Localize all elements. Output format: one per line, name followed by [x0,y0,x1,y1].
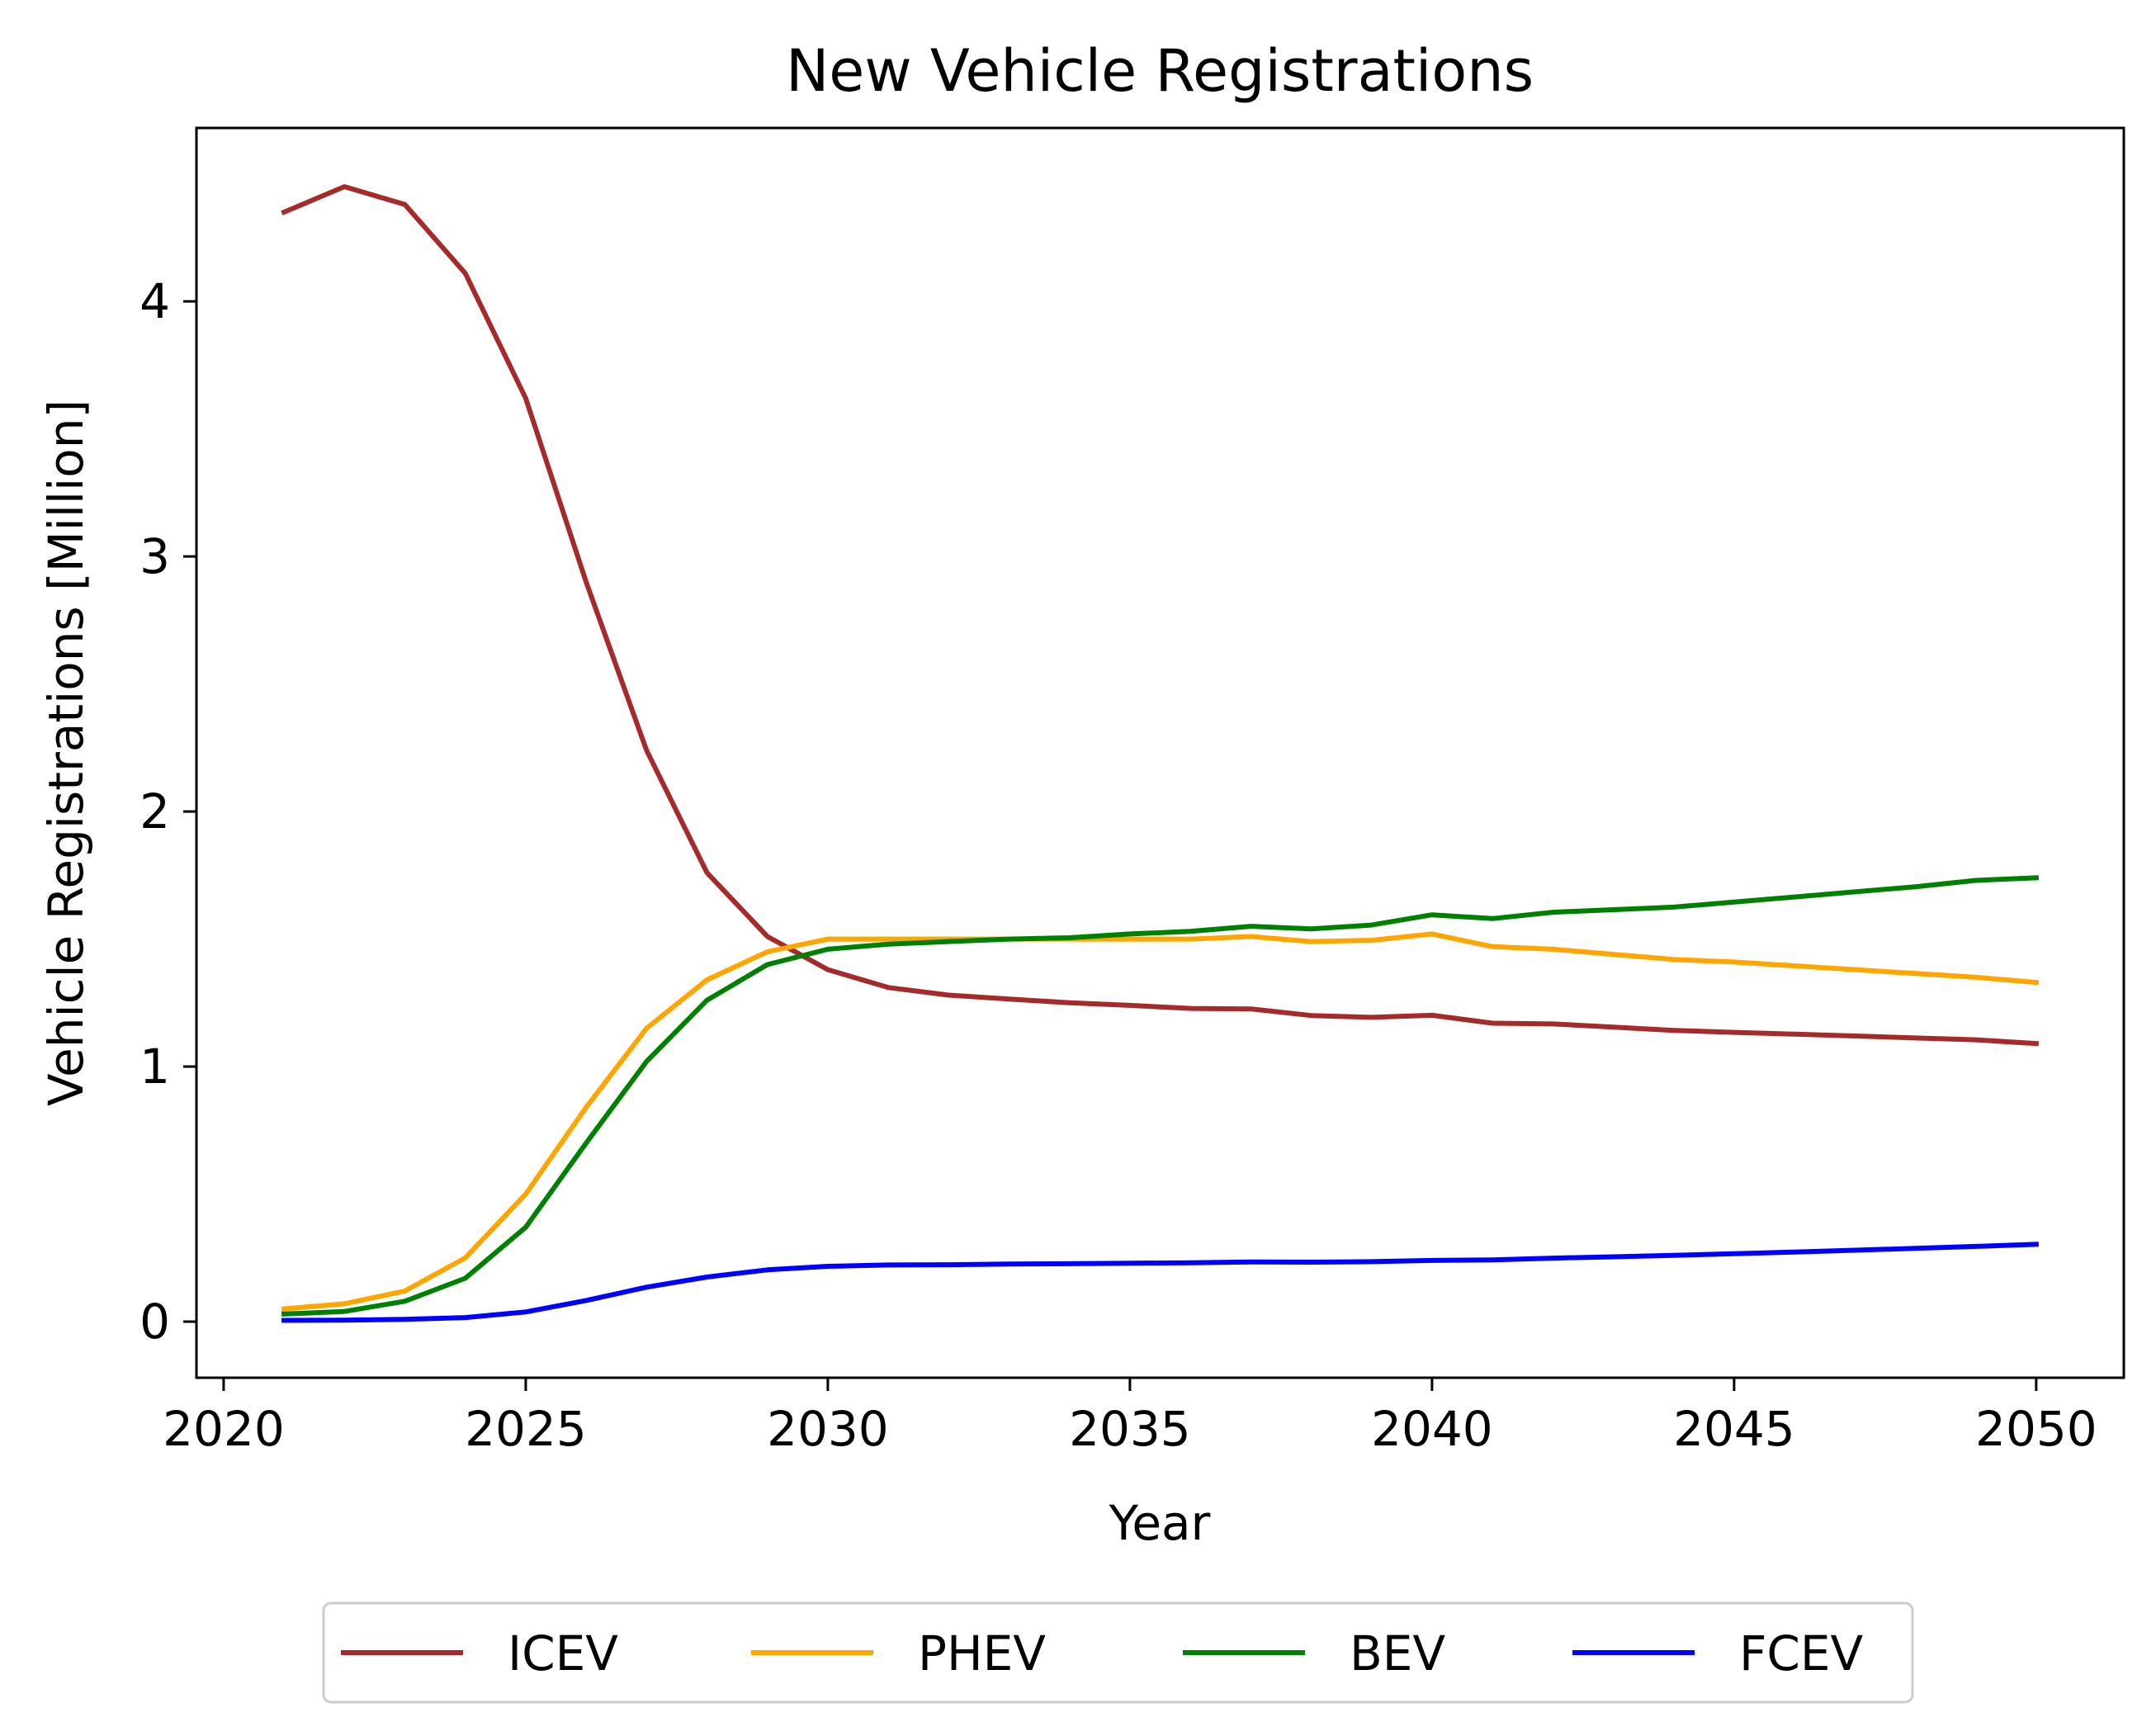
series-line-fcev [281,1242,2040,1323]
x-tick-label: 2030 [767,1401,889,1457]
legend-item-icev: ICEV [341,1625,618,1682]
legend-label: FCEV [1739,1625,1864,1682]
legend-item-phev: PHEV [751,1625,1046,1682]
series-layer [281,184,2040,1323]
x-tick-label: 2035 [1069,1401,1191,1457]
chart-title: New Vehicle Registrations [786,37,1534,105]
series-line-phev [281,931,2040,1312]
legend-box [322,1601,1914,1704]
x-tick-label: 2050 [1975,1401,2097,1457]
x-tick-label: 2040 [1371,1401,1493,1457]
plot-area-frame [195,126,2125,1379]
y-tick-label: 2 [139,783,170,840]
y-tick-label: 3 [139,528,170,584]
legend: ICEV PHEV BEV FCEV [322,1601,1914,1704]
legend-entries: ICEV PHEV BEV FCEV [341,1625,1864,1682]
x-tick-label: 2020 [163,1401,285,1457]
y-axis: 0 1 2 3 4 [139,273,196,1350]
y-tick-label: 0 [139,1294,170,1350]
legend-label: BEV [1350,1625,1445,1682]
x-axis-label: Year [1109,1495,1211,1551]
x-tick-label: 2045 [1673,1401,1795,1457]
legend-label: PHEV [918,1625,1046,1682]
x-axis: 2020 2025 2030 2035 2040 2045 2050 [163,1378,2097,1457]
series-line-bev [281,875,2040,1317]
y-tick-label: 4 [139,273,170,329]
series-line-icev [281,184,2040,1047]
legend-item-bev: BEV [1183,1625,1445,1682]
x-tick-label: 2025 [465,1401,587,1457]
legend-label: ICEV [508,1625,618,1682]
y-tick-label: 1 [139,1038,170,1095]
y-axis-label: Vehicle Registrations [Million] [38,400,94,1106]
legend-item-fcev: FCEV [1572,1625,1864,1682]
